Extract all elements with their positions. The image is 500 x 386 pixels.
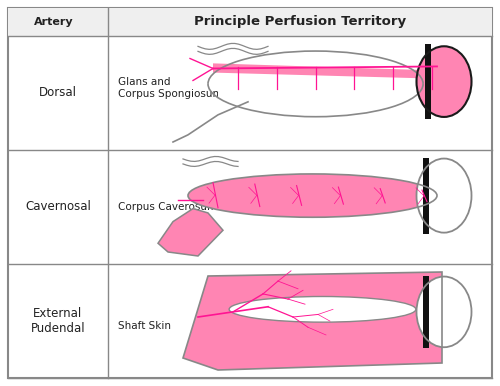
Text: Corpus Caverosum: Corpus Caverosum <box>118 202 217 212</box>
Text: Artery: Artery <box>34 17 74 27</box>
Text: Glans and
Corpus Spongiosum: Glans and Corpus Spongiosum <box>118 77 222 99</box>
Text: Cavernosal: Cavernosal <box>25 200 91 213</box>
Ellipse shape <box>416 276 472 347</box>
Polygon shape <box>213 63 439 79</box>
Bar <box>423 276 429 348</box>
Text: Dorsal: Dorsal <box>39 86 77 100</box>
Ellipse shape <box>188 174 437 217</box>
Bar <box>423 157 429 234</box>
Ellipse shape <box>416 159 472 233</box>
Ellipse shape <box>229 296 416 322</box>
Polygon shape <box>218 63 442 100</box>
Text: Principle Perfusion Territory: Principle Perfusion Territory <box>194 15 406 29</box>
Ellipse shape <box>416 46 472 117</box>
Bar <box>425 44 431 119</box>
Polygon shape <box>158 208 223 256</box>
Text: External
Pudendal: External Pudendal <box>30 307 86 335</box>
Bar <box>8 8 492 36</box>
Polygon shape <box>183 272 442 370</box>
Text: Shaft Skin: Shaft Skin <box>118 321 171 331</box>
